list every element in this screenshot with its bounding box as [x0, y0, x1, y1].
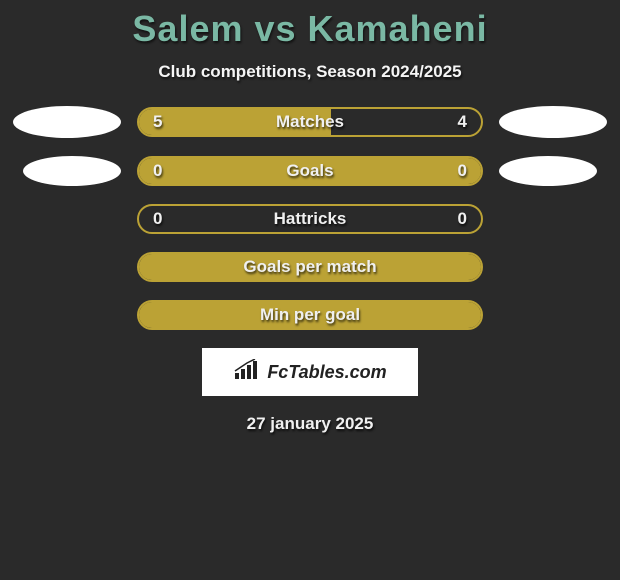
stat-value-right: 4 — [458, 112, 467, 132]
stat-bar: 0 Hattricks 0 — [137, 204, 483, 234]
player-left-marker — [23, 156, 121, 186]
stat-value-right: 0 — [458, 209, 467, 229]
site-logo: FcTables.com — [202, 348, 418, 396]
stat-bar: 0 Goals 0 — [137, 156, 483, 186]
stat-row-goals: 0 Goals 0 — [0, 156, 620, 186]
stat-label: Goals per match — [243, 257, 376, 277]
page-title: Salem vs Kamaheni — [0, 8, 620, 50]
stat-value-left: 0 — [153, 161, 162, 181]
stat-label: Hattricks — [274, 209, 347, 229]
stat-row-matches: 5 Matches 4 — [0, 106, 620, 138]
stat-label: Matches — [276, 112, 344, 132]
stat-value-left: 0 — [153, 209, 162, 229]
player-right-marker — [499, 156, 597, 186]
stat-label: Goals — [286, 161, 333, 181]
stat-bar: Min per goal — [137, 300, 483, 330]
stat-label: Min per goal — [260, 305, 360, 325]
subtitle: Club competitions, Season 2024/2025 — [0, 62, 620, 82]
player-left-marker — [13, 106, 121, 138]
stat-value-right: 0 — [458, 161, 467, 181]
stat-bar: Goals per match — [137, 252, 483, 282]
stat-row-goals-per-match: Goals per match — [0, 252, 620, 282]
stat-row-hattricks: 0 Hattricks 0 — [0, 204, 620, 234]
stat-value-left: 5 — [153, 112, 162, 132]
chart-icon — [233, 359, 261, 386]
date-label: 27 january 2025 — [0, 414, 620, 434]
stat-bar: 5 Matches 4 — [137, 107, 483, 137]
stat-row-min-per-goal: Min per goal — [0, 300, 620, 330]
stats-card: Salem vs Kamaheni Club competitions, Sea… — [0, 0, 620, 434]
logo-text: FcTables.com — [267, 362, 386, 383]
player-right-marker — [499, 106, 607, 138]
